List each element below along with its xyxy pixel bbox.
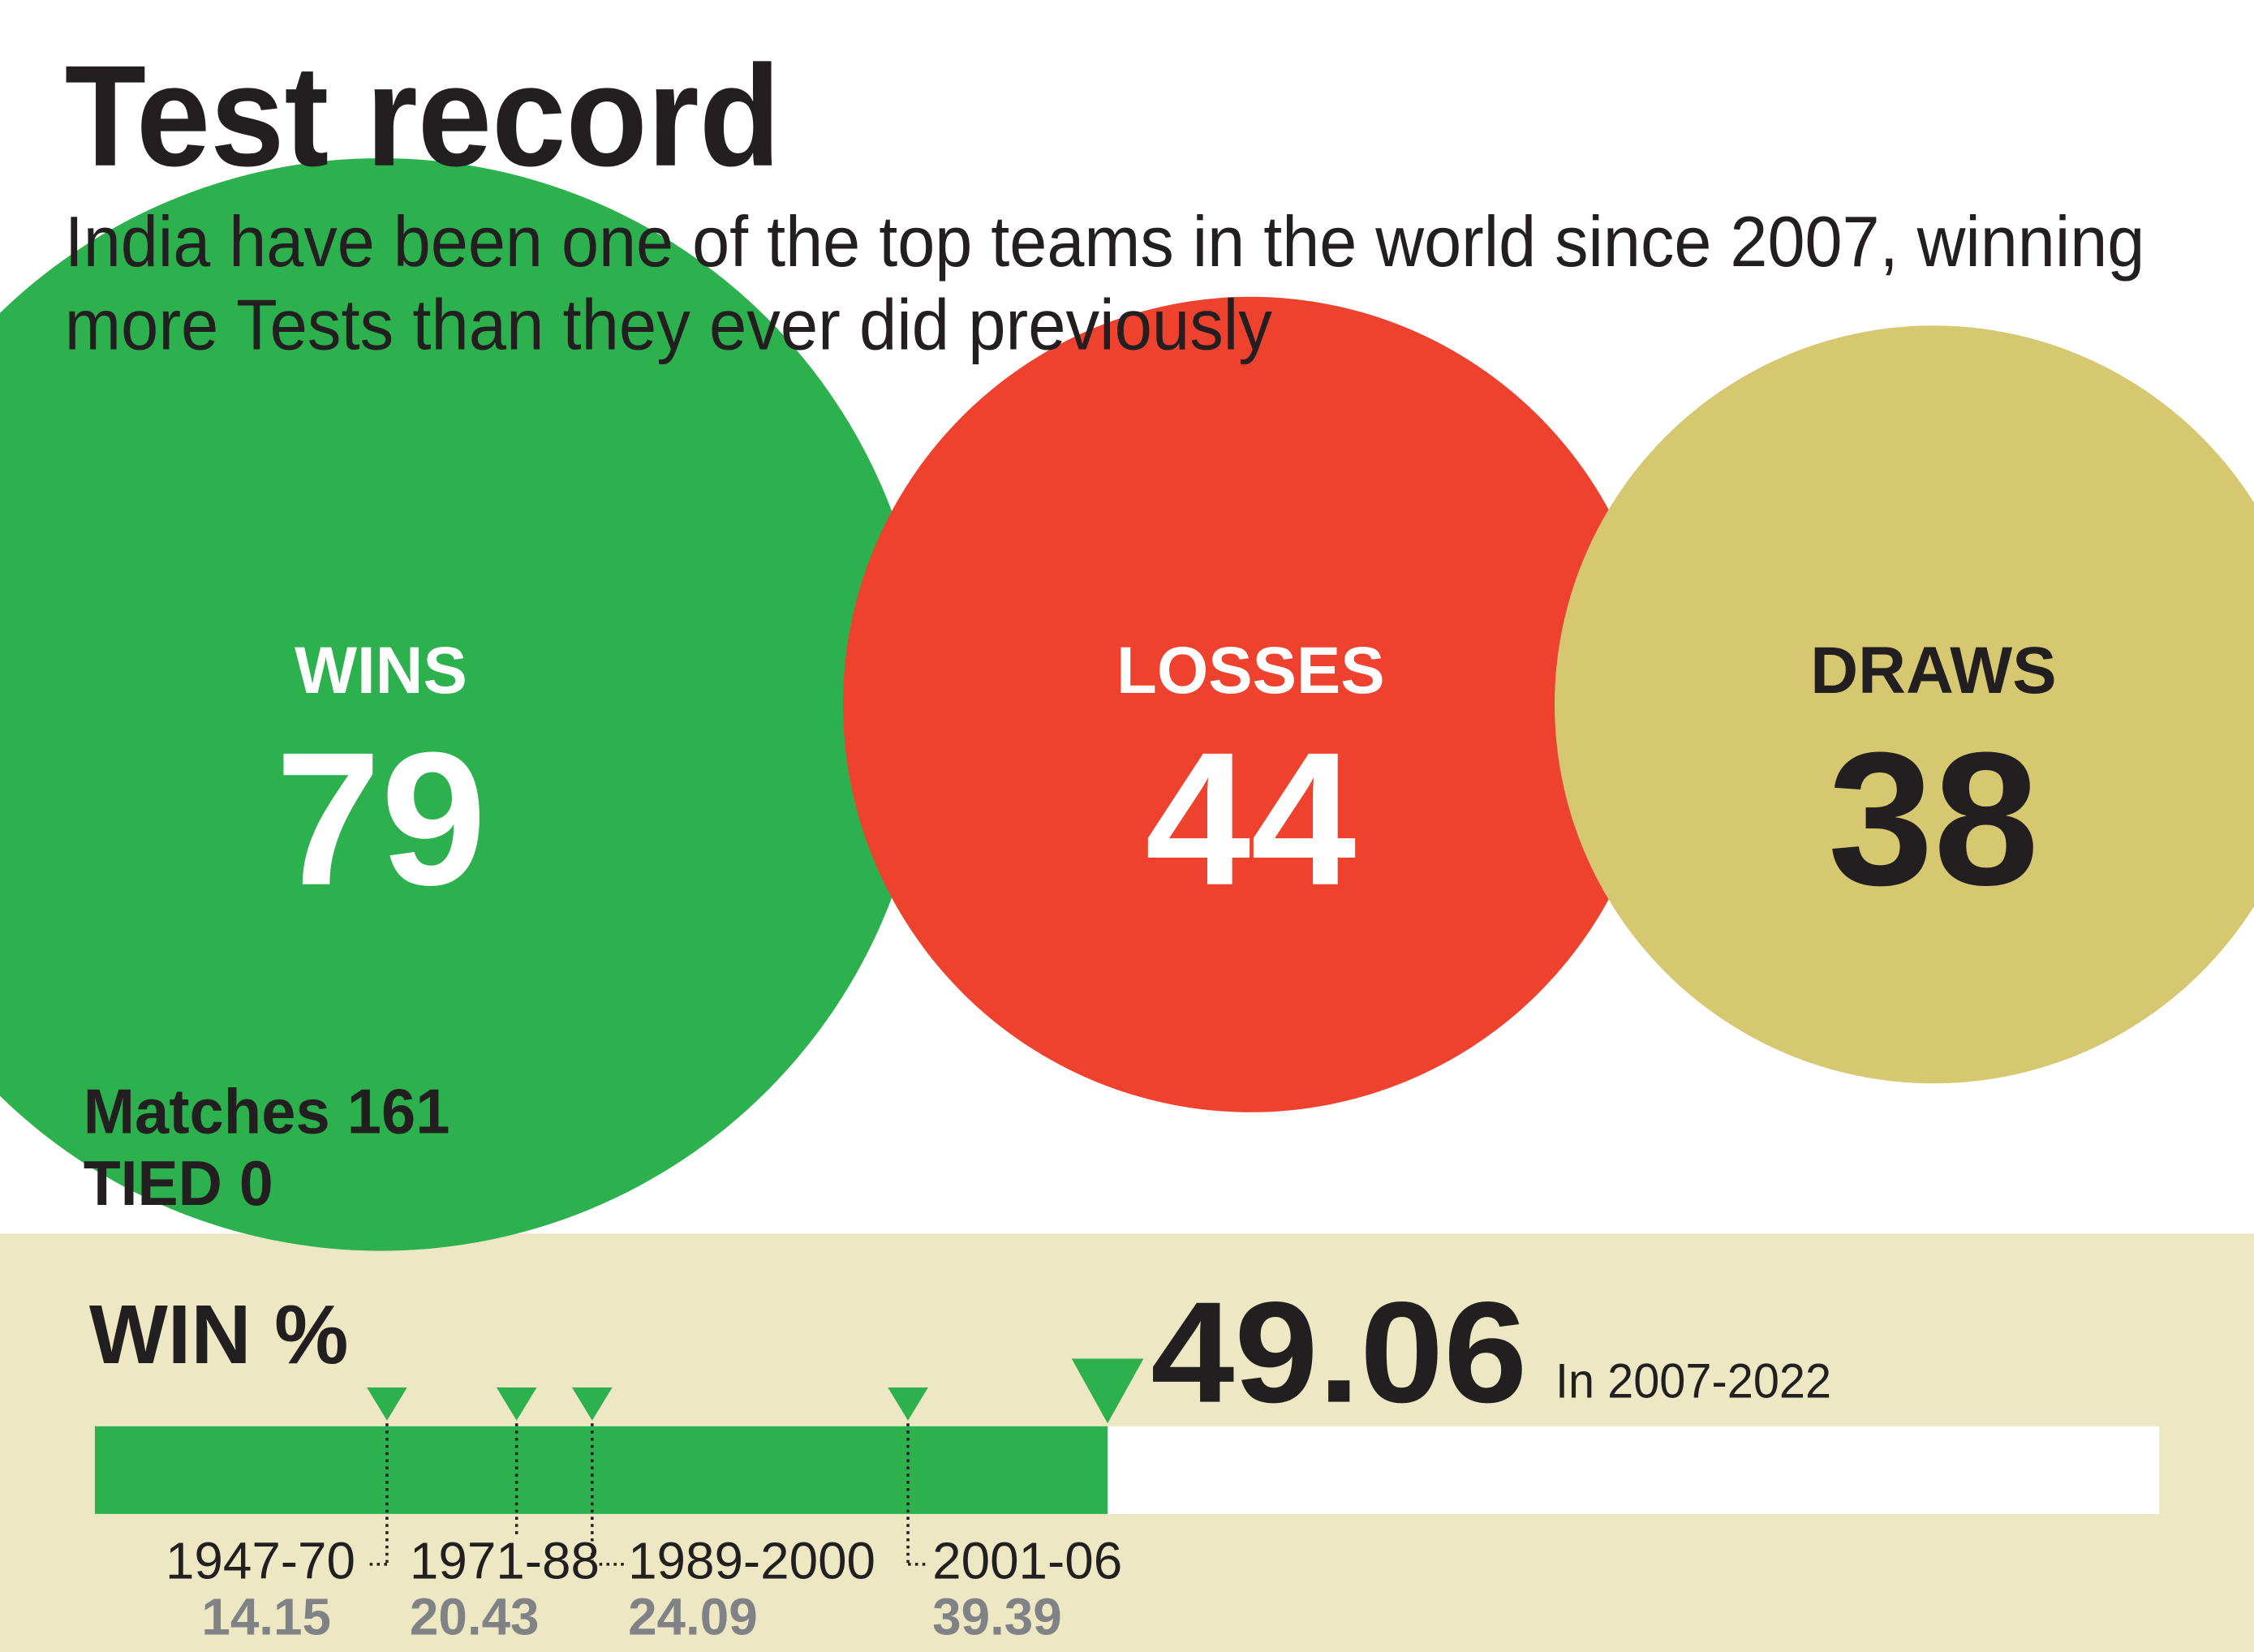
current-period: In 2007-2022 [1555, 1353, 1831, 1408]
period-label: 1989-2000 [628, 1532, 875, 1590]
tied: TIED 0 [84, 1147, 273, 1219]
period-marker [888, 1387, 928, 1421]
bubble-value: 38 [1828, 712, 2039, 925]
matches-label: Matches [84, 1075, 330, 1147]
period-value: 14.15 [201, 1588, 331, 1646]
period-value: 20.43 [410, 1588, 540, 1646]
current-value: 49.06 [1151, 1272, 1527, 1433]
bubble-label: WINS [295, 634, 467, 708]
period-value: 24.09 [628, 1588, 758, 1646]
bubble-label: LOSSES [1116, 634, 1385, 708]
bubble [842, 296, 1658, 1112]
subtitle: India have been one of the top teams in … [65, 201, 2145, 282]
bubble-value: 79 [275, 712, 486, 925]
bubble [0, 158, 927, 1251]
matches-value: 161 [347, 1075, 450, 1147]
bar-title: WIN % [89, 1288, 349, 1381]
tied-value: 0 [239, 1147, 273, 1219]
period-label: 1971-88 [410, 1532, 600, 1590]
period-marker [496, 1387, 537, 1421]
bubble-label: DRAWS [1810, 634, 2056, 708]
period-label: 2001-06 [932, 1532, 1122, 1590]
bubble-value: 44 [1145, 712, 1356, 925]
period-marker [572, 1387, 613, 1421]
title: Test record [65, 36, 781, 196]
subtitle: more Tests than they ever did previously [65, 285, 1273, 365]
matches: Matches 161 [84, 1075, 450, 1147]
current-marker [1071, 1358, 1144, 1424]
tied-label: TIED [84, 1147, 222, 1219]
bar [94, 1426, 1108, 1514]
period-marker [367, 1387, 407, 1421]
period-value: 39.39 [932, 1588, 1062, 1646]
bubble [1555, 325, 2254, 1084]
period-label: 1947-70 [166, 1532, 355, 1590]
